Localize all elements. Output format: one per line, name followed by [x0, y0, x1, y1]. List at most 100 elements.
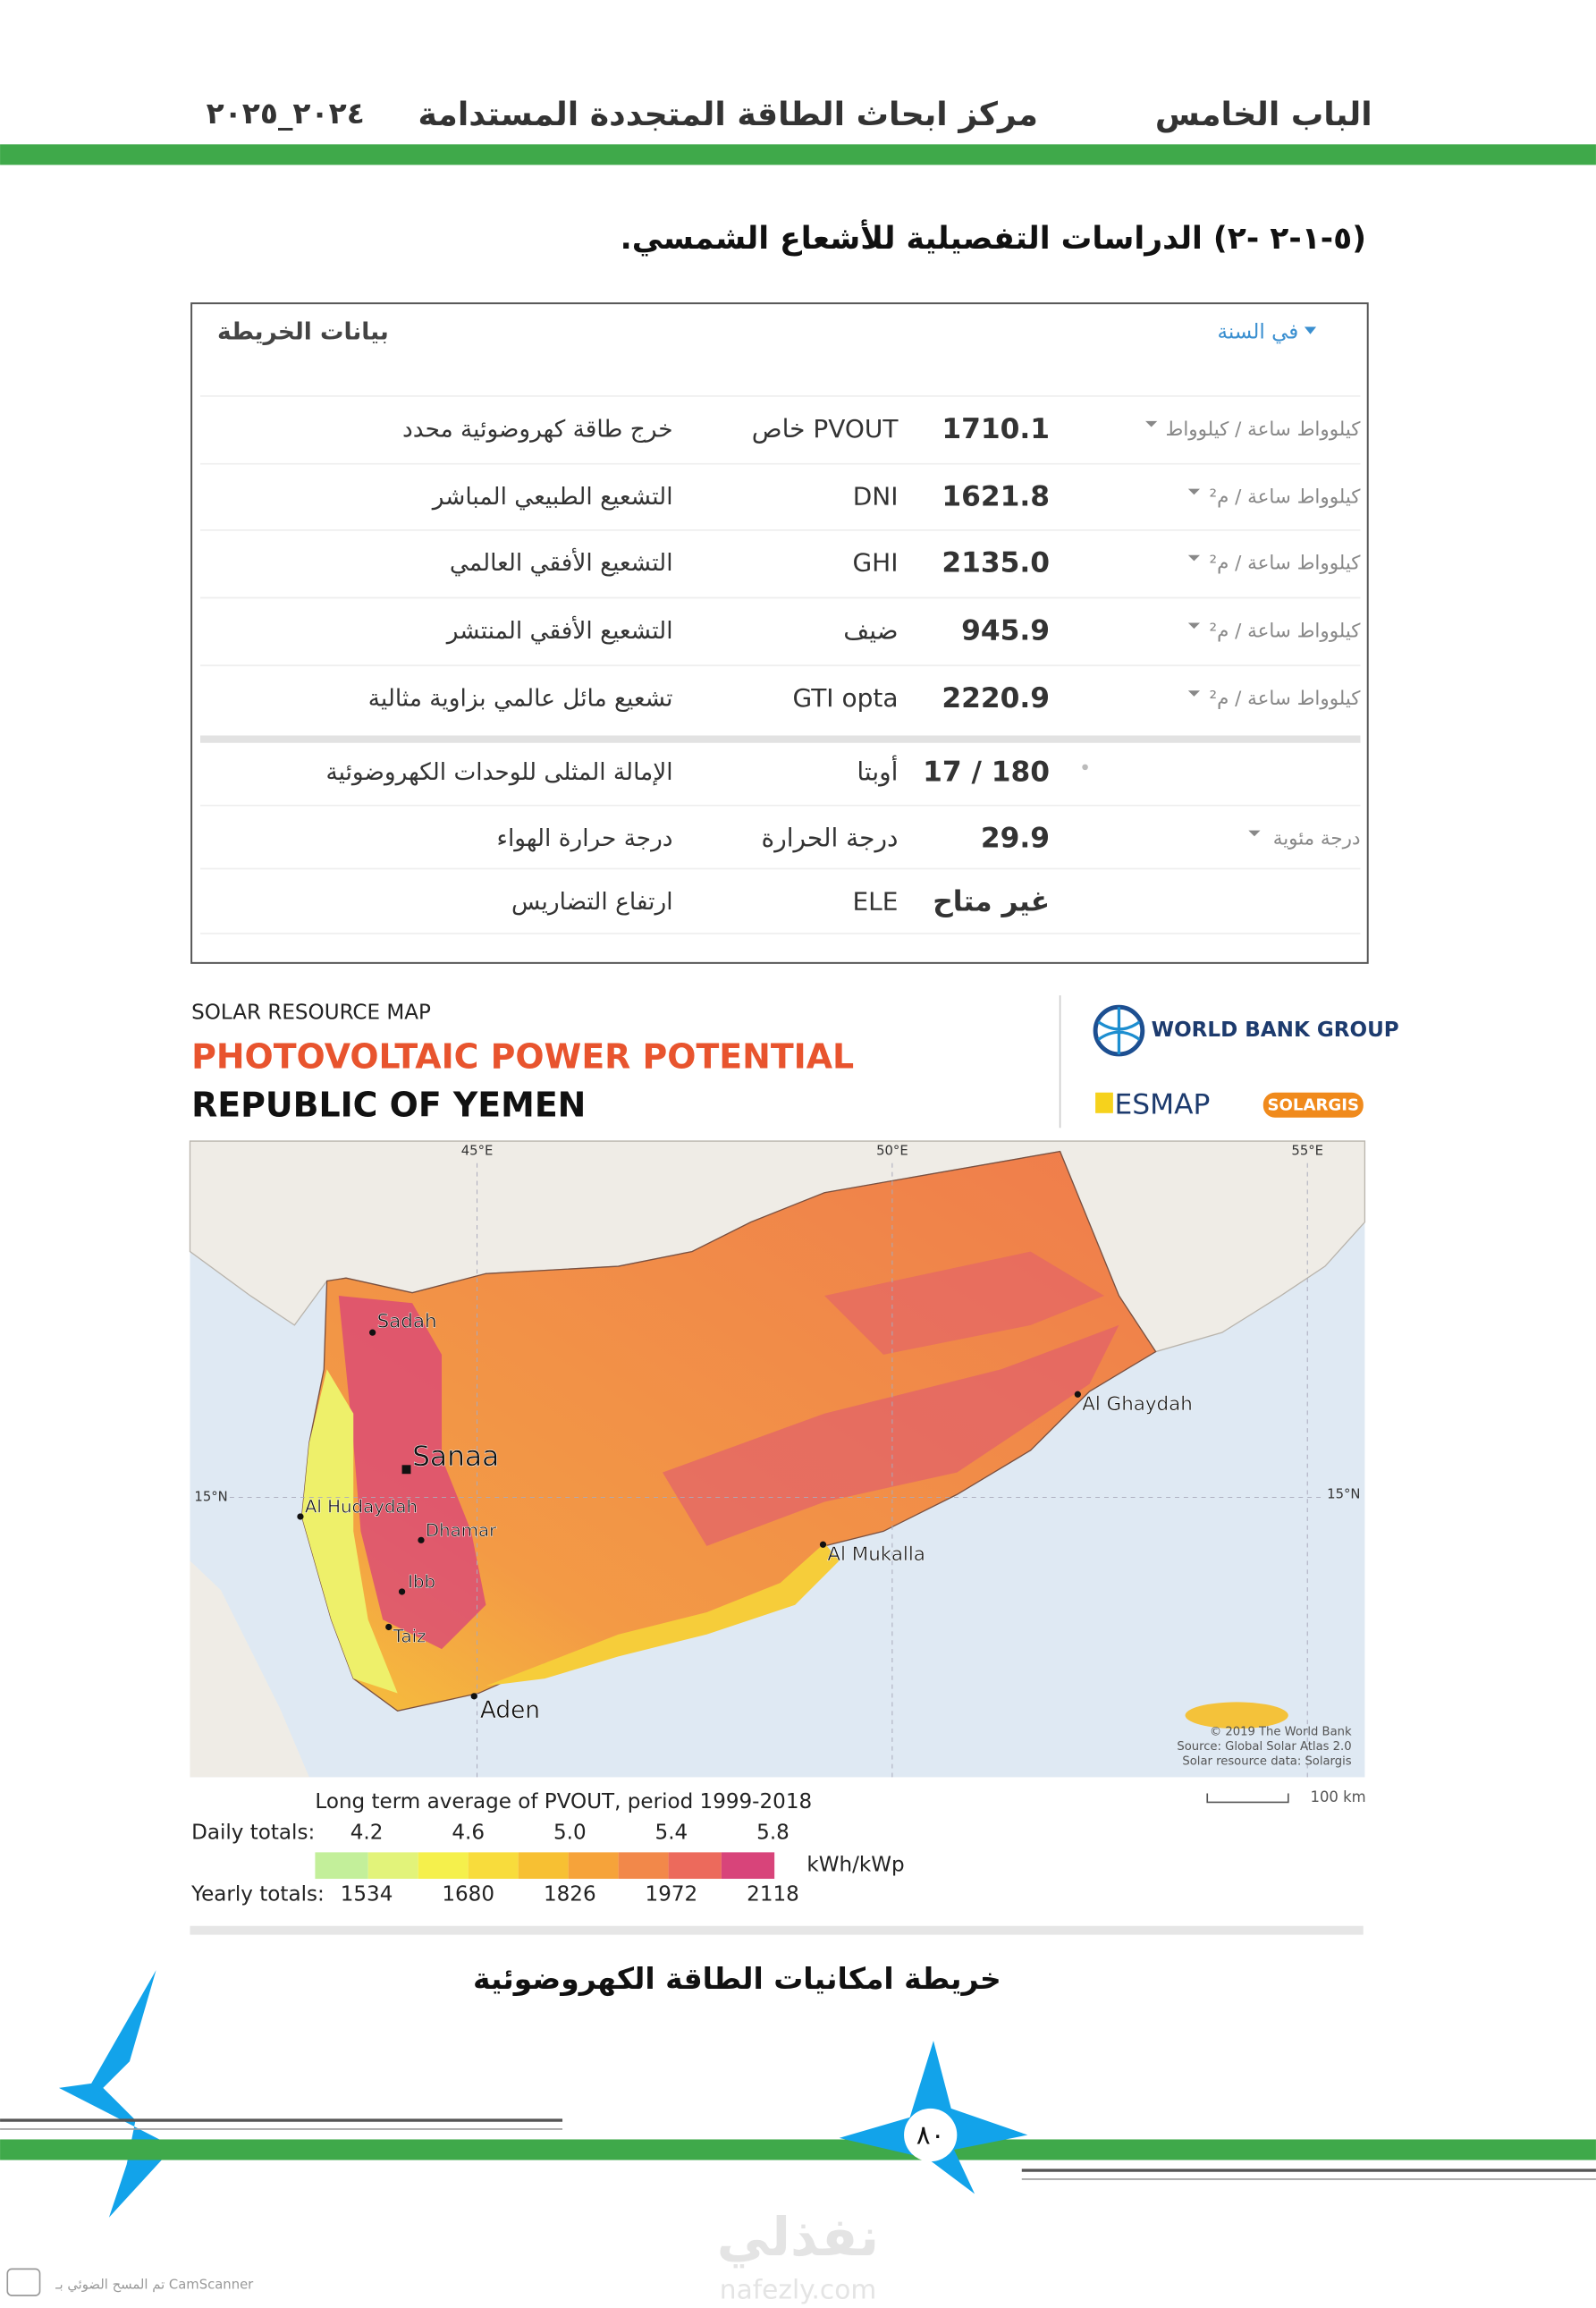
- legend-swatch: [618, 1852, 669, 1880]
- world-bank-logo: WORLD BANK GROUP: [1152, 1019, 1399, 1042]
- row-value: غير متاح: [933, 885, 1050, 917]
- panel-period[interactable]: في السنة: [1217, 321, 1298, 344]
- map-footer: [190, 1925, 1364, 1935]
- daily-value: 5.4: [655, 1821, 688, 1844]
- row-label: التشعيع الطبيعي المباشر: [431, 484, 673, 511]
- panel-rows: كيلوواط ساعة / كيلوواط 1710.1 PVOUT خاص خرج…: [199, 395, 1362, 934]
- header-bar: [0, 144, 1596, 165]
- legend-swatch: [568, 1852, 619, 1880]
- plateau-zone: [663, 1324, 1119, 1546]
- row-label: درجة حرارة الهواء: [497, 825, 673, 852]
- yearly-value: 1534: [341, 1883, 393, 1906]
- lon-label: 45°E: [461, 1144, 494, 1159]
- header-chapter: الباب الخامس: [1155, 95, 1372, 133]
- row-value: 945.9: [961, 614, 1050, 647]
- yearly-value: 1826: [544, 1883, 596, 1906]
- legend-unit: kWh/kWp: [806, 1854, 904, 1877]
- city-label: Dhamar: [426, 1520, 497, 1541]
- row-label: التشعيع الأفقي المنتشر: [445, 615, 673, 645]
- unit-caret: [1187, 488, 1201, 495]
- map-country: REPUBLIC OF YEMEN: [191, 1086, 586, 1125]
- unit-caret: [1248, 830, 1261, 837]
- cs-icon: [6, 2268, 41, 2296]
- legend-swatch: [518, 1852, 569, 1880]
- data-panel: [190, 302, 1369, 964]
- lat-label: 15°N: [194, 1490, 227, 1505]
- scale-label: 100 km: [1311, 1788, 1366, 1805]
- scanner-note: تم المسح الضوئي بـ CamScanner: [55, 2277, 254, 2292]
- row-code: أوبتا: [857, 754, 898, 786]
- legend-swatch: [315, 1852, 368, 1880]
- unit-caret: [1187, 622, 1201, 630]
- legend-yearly-label: Yearly totals:: [190, 1883, 325, 1906]
- city-label: Sanaa: [412, 1441, 499, 1473]
- map-kicker: SOLAR RESOURCE MAP: [191, 1001, 431, 1024]
- watermark-url: nafezly.com: [720, 2274, 876, 2305]
- header-center: مركز ابحاث الطاقة المتجددة المستدامة: [418, 95, 1037, 133]
- row-code: درجة الحرارة: [762, 824, 899, 853]
- row-value: 2220.9: [942, 682, 1050, 714]
- lon-label: 50°E: [876, 1144, 908, 1159]
- credit: Solar resource data: Solargis: [1182, 1754, 1351, 1768]
- yearly-value: 1680: [442, 1883, 494, 1906]
- row-code: GTI opta: [793, 683, 899, 713]
- city-dot: [401, 1465, 411, 1475]
- row-label: تشعيع مائل عالمي بزاوية مثالية: [368, 686, 673, 713]
- row-value: 180 / 17: [923, 756, 1050, 788]
- row-unit: كيلوواط ساعة / م²: [1210, 688, 1362, 710]
- row-label: ارتفاع التضاريس: [511, 889, 673, 916]
- esmap-mark: [1095, 1092, 1113, 1113]
- section-title: (٥-١-٢ -٢) الدراسات التفصيلية للأشعاع ال…: [621, 218, 1366, 257]
- row-code: ELE: [852, 886, 898, 916]
- globe-lines: [1097, 1007, 1141, 1054]
- credit: Source: Global Solar Atlas 2.0: [1177, 1740, 1351, 1754]
- unit-caret: [1145, 420, 1158, 427]
- row-value: 1621.8: [942, 481, 1050, 513]
- solargis-pill: [1262, 1092, 1364, 1118]
- page-number: ٨٠: [916, 2119, 945, 2151]
- africa: [190, 1560, 309, 1778]
- cities: Sadah Sanaa Al Hudaydah Dhamar Ibb Taiz Aden Al…: [297, 1310, 1193, 1724]
- map: 45°E 50°E 55°E 15°N 15°N Sadah Sanaa Al Hu…: [189, 1140, 1366, 1778]
- page-circle: [904, 2108, 958, 2162]
- scale-bar: [1206, 1793, 1289, 1804]
- legend-daily-label: Daily totals:: [191, 1821, 315, 1844]
- coastal-zone: [301, 1369, 398, 1694]
- city-dot: [470, 1693, 477, 1700]
- row-dot: [1082, 764, 1088, 771]
- row-code: DNI: [853, 482, 899, 511]
- city-dot: [1074, 1391, 1081, 1398]
- legend-swatch: [668, 1852, 722, 1880]
- legend-title: Long term average of PVOUT, period 1999-…: [315, 1790, 812, 1813]
- legend-bar: [315, 1852, 775, 1880]
- solargis-logo: SOLARGIS: [1268, 1096, 1360, 1115]
- daily-value: 4.6: [452, 1821, 485, 1844]
- city-dot: [398, 1588, 406, 1595]
- city-label: Ibb: [408, 1572, 435, 1593]
- row-code: ضيف: [843, 615, 898, 645]
- yearly-value: 2118: [747, 1883, 799, 1906]
- city-dot: [297, 1513, 304, 1520]
- legend-swatch: [721, 1852, 775, 1880]
- daily-value: 5.0: [553, 1821, 587, 1844]
- city-label: Al Mukalla: [827, 1543, 925, 1566]
- legend-swatch: [418, 1852, 469, 1880]
- row-value: 29.9: [981, 823, 1050, 855]
- lightning: [58, 1970, 174, 2218]
- footer-bar: [0, 2139, 1596, 2160]
- city-label: Sadah: [377, 1311, 437, 1333]
- legend-swatch: [468, 1852, 519, 1880]
- row-label: التشعيع الأفقي العالمي: [450, 547, 673, 577]
- unit-caret: [1187, 554, 1201, 562]
- row-label: خرج طاقة كهروضوئية محدد: [402, 416, 672, 443]
- highland-zone: [338, 1295, 486, 1650]
- lat-label: 15°N: [1327, 1486, 1360, 1501]
- legend-swatch: [367, 1852, 418, 1880]
- daily-value: 4.2: [350, 1821, 384, 1844]
- city-label: Al Ghaydah: [1082, 1393, 1193, 1416]
- city-dot: [369, 1329, 376, 1336]
- row-value: 2135.0: [942, 547, 1050, 579]
- header-years: ٢٠٢٤_٢٠٢٥: [207, 96, 365, 131]
- socotra: [1185, 1702, 1288, 1729]
- city-dot: [418, 1536, 425, 1543]
